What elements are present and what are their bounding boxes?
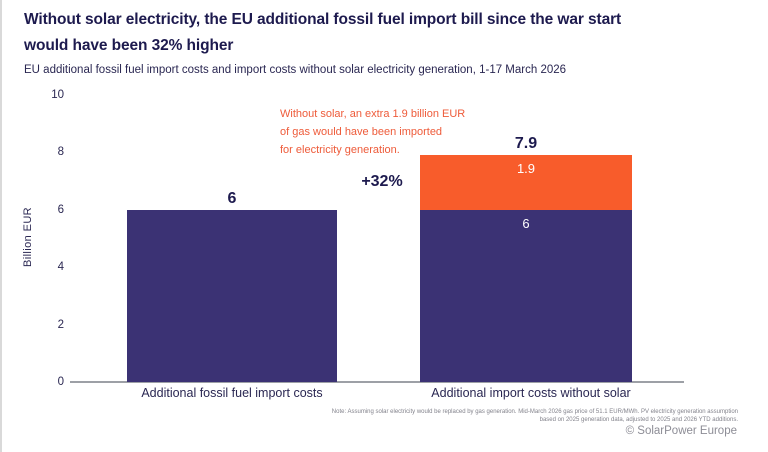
segment-value-label: 6 <box>522 215 530 231</box>
bar-import-costs-without-solar: 6 1.9 7.9 <box>420 133 632 382</box>
y-tick-label: 2 <box>57 318 64 331</box>
bar-total-label: 7.9 <box>514 135 538 153</box>
x-axis-line <box>70 381 684 383</box>
y-tick-label: 4 <box>57 261 64 274</box>
chart-title-line-1: Without solar electricity, the EU additi… <box>24 11 622 28</box>
category-label-without-solar: Additional import costs without solar <box>431 386 631 400</box>
y-tick-label: 10 <box>51 89 64 101</box>
y-tick-label: 0 <box>57 376 64 388</box>
category-label-fossil: Additional fossil fuel import costs <box>141 386 323 400</box>
y-tick-label: 6 <box>57 203 64 216</box>
footnote: Note: Assuming solar electricity would b… <box>331 409 738 423</box>
y-tick-label: 8 <box>57 146 64 159</box>
annotation-line-3: for electricity generation. <box>280 144 400 156</box>
bar-segment-fossil: 6 <box>420 209 632 382</box>
annotation-line-1: Without solar, an extra 1.9 billion EUR <box>280 108 466 120</box>
chart-subtitle: EU additional fossil fuel import costs a… <box>24 64 567 76</box>
copyright: © SolarPower Europe <box>625 425 737 437</box>
annotation-text: Without solar, an extra 1.9 billion EUR … <box>280 105 465 159</box>
chart-title-line-2: would have been 32% higher <box>24 37 234 54</box>
annotation-line-2: of gas would have been imported <box>280 126 443 138</box>
bar-segment-extra-gas: 1.9 <box>420 155 632 210</box>
bar-total-label: 6 <box>227 189 237 207</box>
delta-percentage-label: +32% <box>361 173 403 190</box>
segment-value-label: 1.9 <box>516 161 536 177</box>
bar-segment-fossil <box>127 209 337 382</box>
chart-title: Without solar electricity, the EU additi… <box>24 7 621 59</box>
bar-fossil-fuel-import-costs: 6 <box>127 188 337 382</box>
